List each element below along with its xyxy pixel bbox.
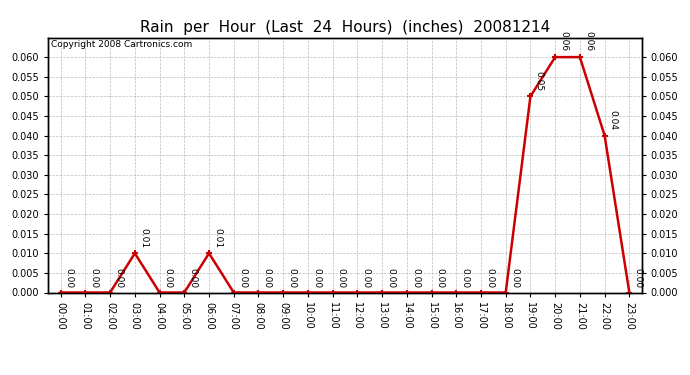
Text: 0.00: 0.00 [312,268,321,288]
Text: 0.00: 0.00 [65,268,74,288]
Title: Rain  per  Hour  (Last  24  Hours)  (inches)  20081214: Rain per Hour (Last 24 Hours) (inches) 2… [140,20,550,35]
Text: 0.00: 0.00 [633,268,642,288]
Text: Copyright 2008 Cartronics.com: Copyright 2008 Cartronics.com [51,40,193,49]
Text: 0.00: 0.00 [435,268,444,288]
Text: 0.00: 0.00 [188,268,197,288]
Text: 0.00: 0.00 [115,268,124,288]
Text: 0.06: 0.06 [560,32,569,51]
Text: 0.05: 0.05 [535,70,544,91]
Text: 0.04: 0.04 [609,110,618,130]
Text: 0.00: 0.00 [386,268,395,288]
Text: 0.00: 0.00 [510,268,519,288]
Text: 0.00: 0.00 [485,268,494,288]
Text: 0.06: 0.06 [584,32,593,51]
Text: 0.00: 0.00 [164,268,172,288]
Text: 0.00: 0.00 [362,268,371,288]
Text: 0.01: 0.01 [213,228,222,248]
Text: 0.00: 0.00 [263,268,272,288]
Text: 0.01: 0.01 [139,228,148,248]
Text: 0.00: 0.00 [337,268,346,288]
Text: 0.00: 0.00 [238,268,247,288]
Text: 0.00: 0.00 [411,268,420,288]
Text: 0.00: 0.00 [287,268,296,288]
Text: 0.00: 0.00 [90,268,99,288]
Text: 0.00: 0.00 [460,268,469,288]
